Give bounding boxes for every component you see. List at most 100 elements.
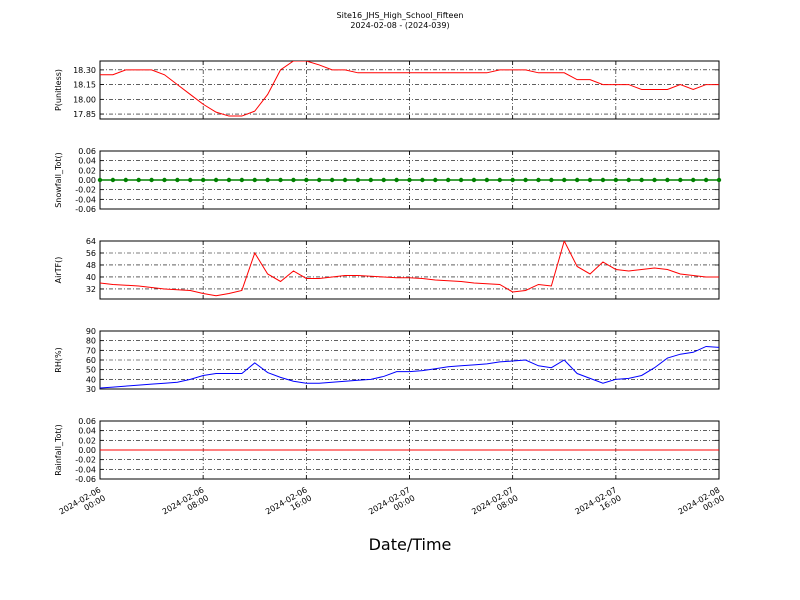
data-point bbox=[665, 177, 670, 183]
data-point bbox=[200, 177, 206, 183]
data-point bbox=[110, 177, 116, 183]
y-tick-label: 0.06 bbox=[78, 417, 96, 426]
data-point bbox=[420, 177, 425, 183]
plot-frame bbox=[99, 240, 720, 300]
y-tick-label: 0.04 bbox=[78, 157, 96, 166]
plot-frame bbox=[99, 60, 720, 120]
data-line bbox=[100, 241, 719, 297]
data-point bbox=[458, 177, 464, 183]
y-tick-label: 18.00 bbox=[73, 95, 96, 104]
data-line bbox=[100, 61, 719, 117]
y-axis-title: Snowfall_Tot() bbox=[54, 152, 63, 208]
data-point bbox=[574, 177, 580, 183]
data-point bbox=[291, 177, 296, 183]
data-point bbox=[394, 177, 399, 183]
x-tick-label: 2024-02-0716:00 bbox=[573, 485, 622, 524]
data-point bbox=[136, 177, 141, 183]
data-point bbox=[162, 177, 167, 183]
y-tick-label: 0.06 bbox=[78, 147, 96, 156]
data-point bbox=[433, 177, 438, 183]
y-tick-label: -0.04 bbox=[75, 195, 96, 204]
x-tick-label: 2024-02-0616:00 bbox=[264, 485, 313, 524]
data-point bbox=[484, 177, 490, 183]
data-point bbox=[652, 177, 657, 183]
y-tick-label: 56 bbox=[86, 249, 96, 258]
y-tick-label: 64 bbox=[86, 237, 96, 246]
data-line bbox=[100, 345, 719, 389]
data-point bbox=[188, 177, 193, 183]
data-point bbox=[304, 177, 309, 183]
x-tick-label: 2024-02-0700:00 bbox=[367, 485, 416, 524]
data-point bbox=[716, 177, 722, 183]
x-tick-label: 2024-02-0600:00 bbox=[58, 485, 107, 524]
data-point bbox=[549, 177, 554, 183]
data-point bbox=[97, 177, 103, 183]
y-tick-label: 40 bbox=[86, 375, 96, 384]
data-point bbox=[678, 177, 683, 183]
y-tick-label: 48 bbox=[86, 261, 96, 270]
data-point bbox=[497, 177, 502, 183]
data-point bbox=[587, 177, 593, 183]
y-tick-label: 18.15 bbox=[73, 81, 96, 90]
y-tick-label: 80 bbox=[86, 337, 96, 346]
y-tick-label: 60 bbox=[86, 356, 96, 365]
y-tick-label: -0.02 bbox=[75, 186, 96, 195]
y-tick-label: 30 bbox=[86, 385, 96, 394]
data-point bbox=[342, 177, 348, 183]
data-point bbox=[626, 177, 631, 183]
chart-title: Site16_JHS_High_School_Fifteen bbox=[337, 11, 464, 20]
data-point bbox=[407, 177, 412, 183]
y-axis-title: RH(%) bbox=[54, 347, 63, 372]
data-point bbox=[613, 177, 619, 183]
y-tick-label: 50 bbox=[86, 366, 96, 375]
x-tick-label: 2024-02-0708:00 bbox=[470, 485, 519, 524]
y-tick-label: -0.06 bbox=[75, 475, 96, 484]
y-tick-label: 0.04 bbox=[78, 427, 96, 436]
data-point bbox=[600, 177, 606, 183]
data-point bbox=[510, 177, 515, 183]
data-point bbox=[278, 177, 283, 183]
data-point bbox=[175, 177, 180, 183]
y-tick-label: -0.06 bbox=[75, 205, 96, 214]
data-point bbox=[562, 177, 567, 183]
y-axis-title: Rainfall_Tot() bbox=[54, 424, 63, 476]
y-tick-label: 0.02 bbox=[78, 166, 96, 175]
y-tick-label: 17.85 bbox=[73, 110, 96, 119]
x-tick-label: 2024-02-0800:00 bbox=[677, 485, 726, 524]
data-point bbox=[239, 177, 245, 183]
data-point bbox=[265, 177, 270, 183]
y-tick-label: 70 bbox=[86, 346, 96, 355]
data-point bbox=[329, 177, 335, 183]
data-point bbox=[639, 177, 644, 183]
x-axis-title: Date/Time bbox=[369, 535, 452, 554]
y-tick-label: 0.00 bbox=[78, 176, 96, 185]
y-axis-title: P(unitless) bbox=[54, 69, 63, 111]
data-point bbox=[381, 177, 386, 183]
x-tick-label: 2024-02-0608:00 bbox=[161, 485, 210, 524]
y-tick-label: 0.00 bbox=[78, 446, 96, 455]
data-point bbox=[536, 177, 541, 183]
data-point bbox=[355, 177, 361, 183]
data-point bbox=[213, 177, 219, 183]
y-tick-label: 90 bbox=[86, 327, 96, 336]
data-point bbox=[471, 177, 477, 183]
y-tick-label: 32 bbox=[86, 285, 96, 294]
y-axis-title: AirTF() bbox=[54, 257, 63, 284]
data-point bbox=[123, 177, 128, 183]
y-tick-label: -0.02 bbox=[75, 456, 96, 465]
y-tick-label: 18.30 bbox=[73, 66, 96, 75]
data-point bbox=[252, 177, 257, 183]
data-point bbox=[317, 177, 322, 183]
data-point bbox=[149, 177, 154, 183]
data-point bbox=[226, 177, 232, 183]
data-point bbox=[445, 177, 451, 183]
data-point bbox=[691, 177, 696, 183]
data-point bbox=[368, 177, 374, 183]
chart-subtitle: 2024-02-08 - (2024-039) bbox=[350, 21, 449, 30]
data-point bbox=[523, 177, 528, 183]
data-point bbox=[703, 177, 709, 183]
y-tick-label: 0.02 bbox=[78, 436, 96, 445]
y-tick-label: 40 bbox=[86, 273, 96, 282]
